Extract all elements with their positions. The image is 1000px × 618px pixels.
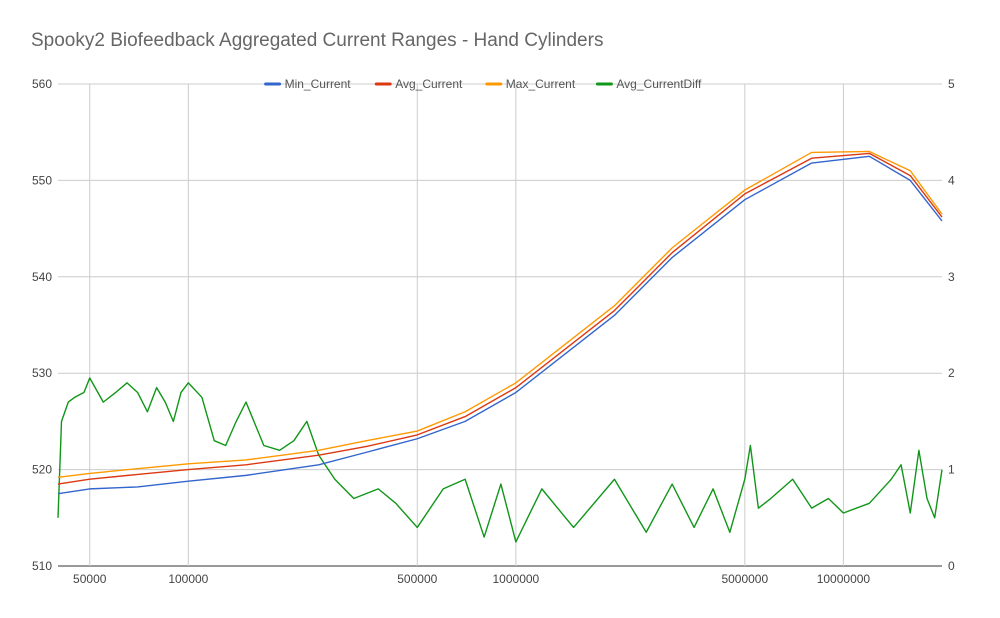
x-tick-label: 100000 xyxy=(168,572,208,586)
y-left-tick-label: 510 xyxy=(32,559,52,573)
series-line-avg-currentdiff xyxy=(57,377,943,543)
legend-label: Max_Current xyxy=(506,77,576,91)
y-right-tick-label: 3 xyxy=(948,270,955,284)
y-right-tick-label: 4 xyxy=(948,173,955,187)
x-tick-label: 10000000 xyxy=(817,572,871,586)
legend-label: Avg_Current xyxy=(395,77,463,91)
y-right-tick-label: 2 xyxy=(948,366,955,380)
y-left-tick-label: 560 xyxy=(32,77,52,91)
y-left-tick-label: 550 xyxy=(32,173,52,187)
y-left-tick-label: 540 xyxy=(32,270,52,284)
y-left-tick-label: 520 xyxy=(32,463,52,477)
chart-title: Spooky2 Biofeedback Aggregated Current R… xyxy=(31,30,604,51)
series-line-max-current xyxy=(57,150,943,479)
x-tick-label: 500000 xyxy=(397,572,437,586)
y-left-tick-label: 530 xyxy=(32,366,52,380)
y-right-tick-label: 0 xyxy=(948,559,955,573)
legend-label: Min_Current xyxy=(285,77,352,91)
x-tick-label: 50000 xyxy=(73,572,107,586)
y-right-tick-label: 5 xyxy=(948,77,955,91)
series-line-min-current xyxy=(57,155,943,495)
legend-label: Avg_CurrentDiff xyxy=(616,77,702,91)
x-tick-label: 5000000 xyxy=(721,572,768,586)
y-right-tick-label: 1 xyxy=(948,463,955,477)
series-line-avg-current xyxy=(57,152,943,485)
x-tick-label: 1000000 xyxy=(493,572,540,586)
